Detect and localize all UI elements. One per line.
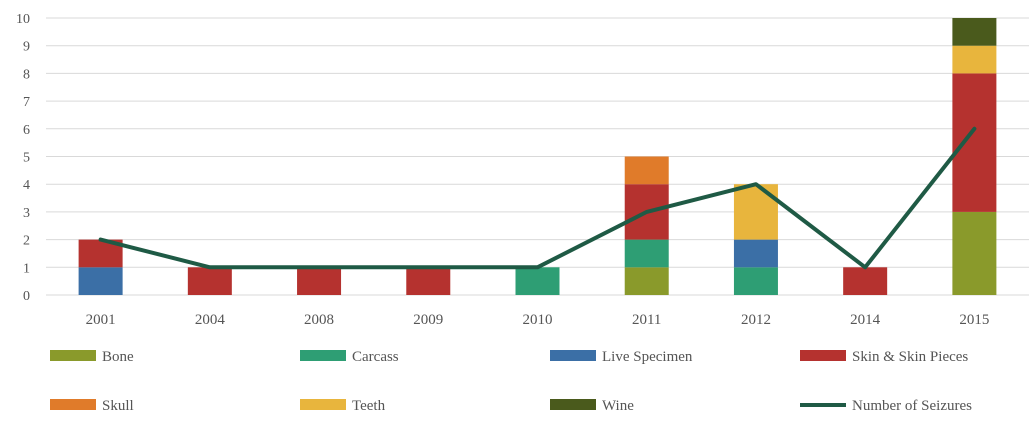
legend-item-teeth: Teeth xyxy=(300,398,386,414)
legend-item-skin-skin-pieces: Skin & Skin Pieces xyxy=(800,349,968,365)
bar-segment-2011-skull xyxy=(625,157,669,185)
legend-swatch xyxy=(800,350,846,361)
y-axis-ticks: 0 1 2 3 4 5 6 7 8 9 10 xyxy=(16,12,30,304)
x-tick-label: 2008 xyxy=(304,312,334,328)
legend-label: Carcass xyxy=(352,349,399,365)
legend-label: Skin & Skin Pieces xyxy=(852,349,968,365)
x-tick-label: 2010 xyxy=(523,312,553,328)
x-tick-label: 2009 xyxy=(413,312,443,328)
bar-segment-2010-carcass xyxy=(516,267,560,295)
legend-item-skull: Skull xyxy=(50,398,134,414)
legend-swatch xyxy=(550,350,596,361)
legend-swatch xyxy=(50,350,96,361)
legend-item-live-specimen: Live Specimen xyxy=(550,349,693,365)
x-tick-label: 2015 xyxy=(959,312,989,328)
bar-segment-2008-skin-skin-pieces xyxy=(297,267,341,295)
bar-segment-2011-bone xyxy=(625,267,669,295)
legend-label: Skull xyxy=(102,398,134,414)
y-tick-label: 5 xyxy=(23,151,30,166)
y-tick-label: 6 xyxy=(23,123,30,138)
y-tick-label: 9 xyxy=(23,40,30,55)
number-of-seizures-line xyxy=(101,129,975,267)
legend-swatch xyxy=(50,399,96,410)
legend: Bone Carcass Live Specimen Skin & Skin Piec… xyxy=(50,349,972,414)
legend-label: Teeth xyxy=(352,398,386,414)
legend-item-wine: Wine xyxy=(550,398,634,414)
bar-segment-2012-teeth xyxy=(734,184,778,239)
bar-segment-2015-wine xyxy=(952,18,996,46)
legend-item-carcass: Carcass xyxy=(300,349,399,365)
x-tick-label: 2001 xyxy=(86,312,116,328)
legend-label: Number of Seizures xyxy=(852,398,972,414)
bar-segment-2001-live-specimen xyxy=(79,267,123,295)
legend-item-bone: Bone xyxy=(50,349,134,365)
bar-segment-2012-live-specimen xyxy=(734,240,778,268)
bar-segment-2012-carcass xyxy=(734,267,778,295)
bar-segment-2015-teeth xyxy=(952,46,996,74)
x-tick-label: 2012 xyxy=(741,312,771,328)
gridlines xyxy=(46,18,1029,295)
bar-segment-2009-skin-skin-pieces xyxy=(406,267,450,295)
legend-item-number-of-seizures: Number of Seizures xyxy=(800,398,972,414)
bar-segment-2014-skin-skin-pieces xyxy=(843,267,887,295)
y-tick-label: 2 xyxy=(23,234,30,249)
y-tick-label: 7 xyxy=(23,95,30,110)
x-tick-label: 2004 xyxy=(195,312,226,328)
legend-swatch xyxy=(550,399,596,410)
legend-swatch xyxy=(300,399,346,410)
legend-label: Bone xyxy=(102,349,134,365)
y-tick-label: 3 xyxy=(23,206,30,221)
legend-swatch xyxy=(300,350,346,361)
legend-label: Wine xyxy=(602,398,634,414)
bar-segment-2004-skin-skin-pieces xyxy=(188,267,232,295)
bar-segment-2015-skin-skin-pieces xyxy=(952,73,996,212)
y-tick-label: 4 xyxy=(23,178,30,193)
bar-segment-2015-bone xyxy=(952,212,996,295)
y-tick-label: 8 xyxy=(23,67,30,82)
x-axis-labels: 2001 2004 2008 2009 2010 2011 2012 2014 2015 xyxy=(86,312,990,328)
y-tick-label: 10 xyxy=(16,12,30,27)
legend-label: Live Specimen xyxy=(602,349,693,365)
bar-segment-2011-carcass xyxy=(625,240,669,268)
x-tick-label: 2011 xyxy=(632,312,661,328)
x-tick-label: 2014 xyxy=(850,312,881,328)
seizures-line-layer xyxy=(101,129,975,268)
y-tick-label: 0 xyxy=(23,289,30,304)
y-tick-label: 1 xyxy=(23,261,30,276)
